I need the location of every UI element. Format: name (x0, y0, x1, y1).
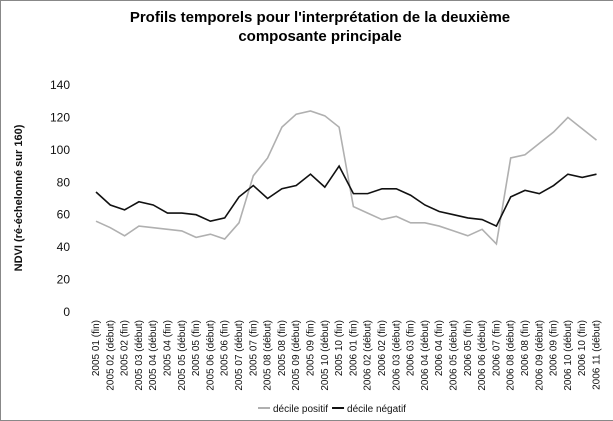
x-tick-label: 2006 07 (fin) (491, 320, 502, 376)
legend-label: décile négatif (347, 404, 406, 415)
x-tick-label: 2006 11 (début) (592, 320, 603, 390)
x-tick-label: 2005 03 (début) (134, 320, 145, 391)
y-axis-label: NDVI (ré-échelonné sur 160) (13, 124, 25, 271)
x-tick-label: 2005 08 (fin) (277, 320, 288, 376)
x-tick-label: 2005 06 (fin) (220, 320, 231, 376)
chart-title: Profils temporels pour l'interprétation … (129, 9, 511, 45)
y-tick-label: 100 (50, 143, 70, 157)
x-tick-label: 2005 10 (fin) (334, 320, 345, 376)
y-tick-label: 0 (63, 305, 70, 319)
x-tick-label: 2006 08 (fin) (520, 320, 531, 376)
x-tick-label: 2006 02 (début) (363, 320, 374, 391)
series-line (95, 110, 597, 246)
x-tick-label: 2005 07 (fin) (248, 320, 259, 376)
x-tick-label: 2005 09 (fin) (306, 320, 317, 376)
x-tick-label: 2005 05 (fin) (191, 320, 202, 376)
y-tick-label: 80 (57, 175, 71, 189)
y-tick-label: 140 (50, 78, 70, 92)
x-tick-label: 2005 04 (début) (148, 320, 159, 391)
x-tick-label: 2006 01 (fin) (348, 320, 359, 376)
x-tick-label: 2006 03 (début) (391, 320, 402, 391)
x-tick-label: 2005 01 (fin) (91, 320, 102, 376)
x-tick-label: 2005 07 (début) (234, 320, 245, 391)
y-tick-label: 20 (57, 273, 71, 287)
x-tick-label: 2005 10 (début) (320, 320, 331, 391)
y-tick-label: 40 (57, 240, 71, 254)
series-line (95, 164, 597, 228)
x-tick-label: 2005 08 (début) (263, 320, 274, 391)
x-tick-label: 2006 09 (début) (534, 320, 545, 391)
x-tick-label: 2006 02 (fin) (377, 320, 388, 376)
x-tick-label: 2005 05 (début) (177, 320, 188, 391)
y-tick-label: 60 (57, 208, 71, 222)
x-tick-label: 2006 05 (début) (449, 320, 460, 391)
x-tick-label: 2006 06 (début) (477, 320, 488, 391)
x-tick-label: 2005 09 (début) (291, 320, 302, 391)
x-tick-label: 2006 04 (début) (420, 320, 431, 391)
x-tick-label: 2006 08 (début) (506, 320, 517, 391)
x-tick-label: 2006 10 (fin) (577, 320, 588, 376)
x-tick-label: 2006 03 (fin) (406, 320, 417, 376)
y-tick-label: 120 (50, 110, 70, 124)
x-tick-label: 2005 04 (fin) (163, 320, 174, 376)
x-tick-label: 2006 04 (fin) (434, 320, 445, 376)
x-tick-label: 2006 09 (fin) (549, 320, 560, 376)
legend-label: décile positif (273, 404, 328, 415)
x-tick-label: 2006 10 (début) (563, 320, 574, 391)
x-tick-label: 2005 02 (début) (105, 320, 116, 391)
x-tick-label: 2005 06 (début) (205, 320, 216, 391)
x-tick-label: 2006 05 (fin) (463, 320, 474, 376)
title-box: Profils temporels pour l'interprétation … (129, 9, 511, 45)
x-tick-label: 2005 02 (fin) (120, 320, 131, 376)
